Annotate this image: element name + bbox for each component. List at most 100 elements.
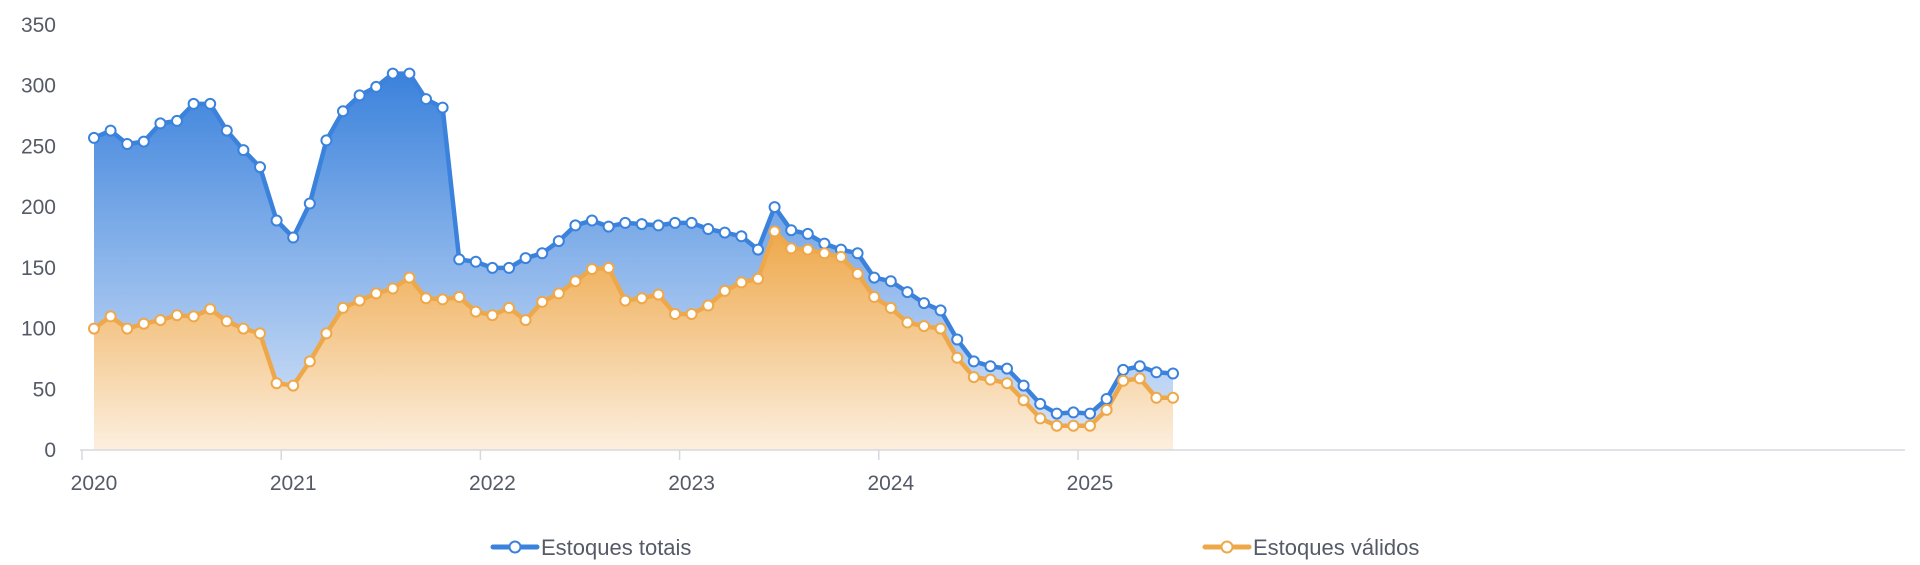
data-point[interactable]	[685, 216, 698, 229]
data-point[interactable]	[967, 371, 980, 384]
data-point[interactable]	[1067, 419, 1080, 432]
data-point[interactable]	[984, 360, 997, 373]
data-point[interactable]	[1150, 391, 1163, 404]
data-point[interactable]	[436, 101, 449, 114]
data-point[interactable]	[785, 224, 798, 237]
data-point[interactable]	[320, 327, 333, 340]
data-point[interactable]	[1001, 362, 1013, 375]
data-point[interactable]	[503, 301, 515, 314]
data-point[interactable]	[818, 237, 831, 250]
data-point[interactable]	[1017, 394, 1030, 407]
data-point[interactable]	[1167, 391, 1179, 404]
data-point[interactable]	[270, 377, 283, 390]
data-point[interactable]	[187, 310, 200, 323]
data-point[interactable]	[752, 243, 764, 256]
data-point[interactable]	[536, 295, 549, 308]
data-point[interactable]	[353, 89, 366, 102]
data-point[interactable]	[104, 124, 117, 137]
data-point[interactable]	[918, 297, 930, 310]
data-point[interactable]	[552, 235, 565, 248]
data-point[interactable]	[586, 214, 598, 227]
data-point[interactable]	[801, 243, 814, 256]
data-point[interactable]	[702, 299, 715, 312]
data-point[interactable]	[934, 322, 947, 335]
data-point[interactable]	[552, 287, 565, 300]
data-point[interactable]	[868, 271, 881, 284]
data-point[interactable]	[121, 138, 134, 150]
data-point[interactable]	[303, 197, 316, 210]
data-point[interactable]	[88, 322, 100, 335]
data-point[interactable]	[486, 261, 499, 274]
data-point[interactable]	[154, 314, 167, 327]
data-point[interactable]	[1017, 379, 1030, 392]
data-point[interactable]	[104, 310, 117, 323]
data-point[interactable]	[171, 114, 183, 127]
data-point[interactable]	[420, 292, 432, 305]
data-point[interactable]	[851, 247, 864, 260]
data-point[interactable]	[569, 219, 582, 232]
data-point[interactable]	[685, 308, 698, 320]
data-point[interactable]	[801, 227, 814, 240]
legend-item-estoques-validos[interactable]: Estoques válidos	[1202, 535, 1419, 560]
data-point[interactable]	[287, 379, 300, 392]
data-point[interactable]	[934, 304, 947, 317]
data-point[interactable]	[718, 284, 731, 297]
data-point[interactable]	[901, 286, 914, 299]
data-point[interactable]	[320, 134, 333, 147]
data-point[interactable]	[403, 67, 416, 80]
data-point[interactable]	[1067, 406, 1080, 419]
data-point[interactable]	[453, 291, 466, 303]
data-point[interactable]	[718, 226, 731, 239]
data-point[interactable]	[652, 288, 665, 301]
data-point[interactable]	[121, 322, 134, 335]
data-point[interactable]	[469, 255, 482, 268]
data-point[interactable]	[154, 117, 167, 130]
data-point[interactable]	[137, 135, 150, 148]
data-point[interactable]	[702, 223, 715, 235]
data-point[interactable]	[337, 301, 349, 314]
data-point[interactable]	[1100, 403, 1113, 416]
data-point[interactable]	[1084, 407, 1096, 420]
data-point[interactable]	[1100, 393, 1113, 405]
data-point[interactable]	[669, 308, 681, 320]
data-point[interactable]	[1133, 372, 1146, 385]
data-point[interactable]	[88, 131, 100, 144]
data-point[interactable]	[503, 261, 515, 274]
data-point[interactable]	[519, 314, 532, 327]
data-point[interactable]	[1117, 363, 1130, 376]
data-point[interactable]	[635, 218, 648, 231]
data-point[interactable]	[619, 216, 632, 229]
data-point[interactable]	[420, 93, 432, 106]
data-point[interactable]	[635, 292, 648, 305]
data-point[interactable]	[1034, 397, 1047, 410]
data-point[interactable]	[536, 247, 549, 260]
data-point[interactable]	[818, 247, 831, 260]
data-point[interactable]	[752, 272, 764, 285]
data-point[interactable]	[669, 216, 681, 229]
data-point[interactable]	[1084, 419, 1096, 432]
data-point[interactable]	[735, 230, 748, 243]
data-point[interactable]	[967, 355, 980, 368]
data-point[interactable]	[868, 291, 881, 303]
data-point[interactable]	[851, 267, 864, 280]
data-point[interactable]	[619, 294, 632, 307]
data-point[interactable]	[602, 261, 615, 274]
data-point[interactable]	[768, 201, 781, 214]
data-point[interactable]	[187, 97, 200, 110]
data-point[interactable]	[337, 105, 349, 118]
data-point[interactable]	[1117, 374, 1130, 387]
data-point[interactable]	[785, 242, 798, 255]
data-point[interactable]	[370, 287, 383, 300]
data-point[interactable]	[254, 161, 266, 174]
data-point[interactable]	[586, 263, 598, 276]
data-point[interactable]	[1034, 412, 1047, 425]
data-point[interactable]	[519, 252, 532, 265]
data-point[interactable]	[1001, 377, 1013, 390]
data-point[interactable]	[884, 301, 897, 314]
data-point[interactable]	[486, 309, 499, 322]
data-point[interactable]	[436, 293, 449, 306]
data-point[interactable]	[984, 373, 997, 386]
data-point[interactable]	[171, 309, 183, 322]
data-point[interactable]	[918, 320, 930, 333]
data-point[interactable]	[220, 315, 233, 328]
